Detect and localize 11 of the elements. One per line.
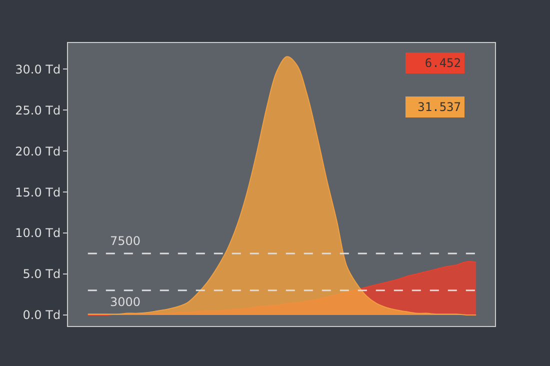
y-tick-label: 25.0 Td (15, 103, 61, 118)
annotation: 31.537 (418, 100, 461, 114)
y-tick-label: 5.0 Td (22, 267, 61, 282)
y-tick-label: 10.0 Td (15, 226, 61, 240)
y-tick-label: 0.0 Td (22, 308, 61, 322)
y-tick-label: 20.0 Td (15, 144, 61, 158)
ref-line-label: 7500 (110, 234, 141, 248)
ref-line-label: 3000 (110, 295, 141, 309)
annotation: 6.452 (424, 56, 461, 70)
y-tick-label: 15.0 Td (15, 185, 61, 200)
y-tick-label: 30.0 Td (15, 62, 61, 76)
